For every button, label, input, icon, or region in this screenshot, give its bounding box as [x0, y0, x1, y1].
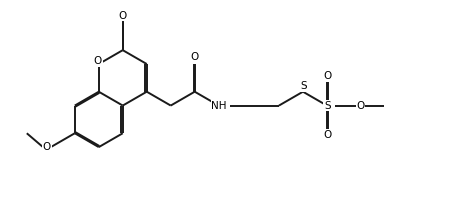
- Text: O: O: [43, 142, 51, 152]
- Text: NH: NH: [212, 101, 227, 111]
- Text: O: O: [191, 52, 199, 62]
- Text: O: O: [356, 101, 365, 110]
- Text: O: O: [119, 11, 127, 21]
- Text: S: S: [324, 101, 331, 110]
- Text: O: O: [94, 56, 102, 66]
- Text: S: S: [300, 81, 307, 91]
- Text: O: O: [323, 71, 332, 81]
- Text: O: O: [323, 130, 332, 140]
